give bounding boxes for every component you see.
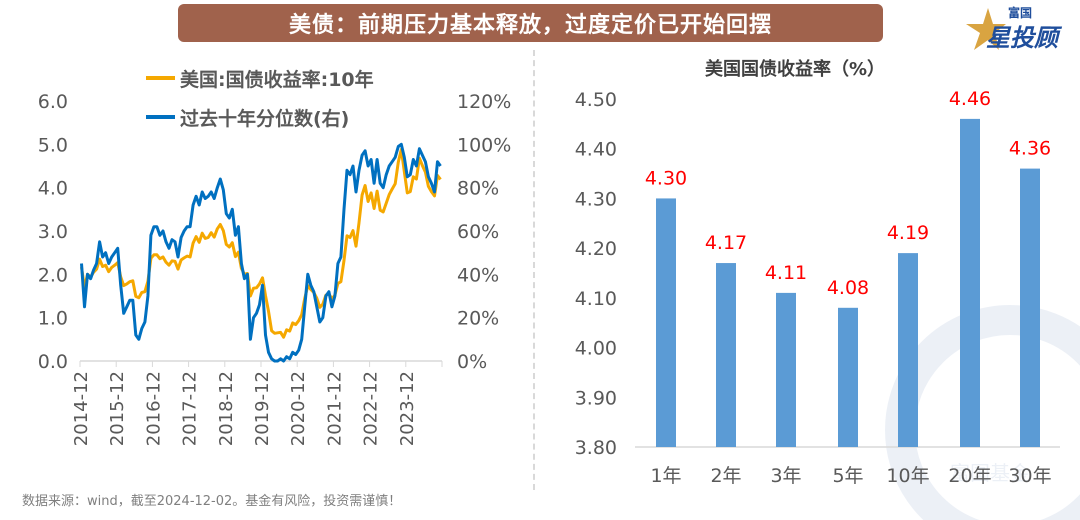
left-axis-tick: 2.0	[38, 264, 68, 286]
bar	[838, 307, 858, 447]
left-axis-tick: 1.0	[38, 308, 68, 330]
logo-bottom-text: 星投顾	[986, 24, 1058, 52]
right-axis-tick: 40%	[457, 264, 499, 286]
logo-top-text: 富国	[1008, 6, 1033, 20]
right-axis-tick: 80%	[457, 178, 499, 200]
x-axis-tick-label: 2019-12	[252, 371, 273, 446]
yield-series-line	[80, 148, 442, 339]
right-axis-tick: 20%	[457, 308, 499, 330]
panel-divider	[533, 50, 535, 490]
x-axis-tick-label: 2017-12	[180, 371, 201, 446]
y-axis-tick: 3.90	[575, 387, 617, 409]
bar-value-label: 4.19	[887, 222, 929, 244]
left-axis-tick: 0.0	[38, 351, 68, 373]
x-axis-category-label: 5年	[832, 465, 863, 487]
left-axis-tick: 6.0	[38, 91, 68, 113]
bar	[898, 253, 918, 447]
right-axis-tick: 120%	[457, 91, 511, 113]
y-axis-tick: 4.30	[575, 188, 617, 210]
x-axis-category-label: 2年	[710, 465, 741, 487]
y-axis-tick: 4.00	[575, 338, 617, 360]
x-axis-tick-label: 2016-12	[143, 371, 164, 446]
x-axis-tick-label: 2021-12	[324, 371, 345, 446]
bar	[960, 118, 980, 447]
left-axis-tick: 3.0	[38, 221, 68, 243]
treasury-yield-bar-chart: 美国国债收益率（%） 3.80 3.90 4.00 4.10 4.20 4.30 4.40 4…	[575, 58, 1060, 487]
x-axis-category-label: 3年	[770, 465, 801, 487]
y-axis-tick: 4.40	[575, 139, 617, 161]
banner-title: 美债：前期压力基本释放，过度定价已开始回摆	[178, 4, 883, 42]
left-axis-tick: 4.0	[38, 178, 68, 200]
x-axis-tick-label: 2015-12	[107, 371, 128, 446]
x-axis-category-label: 1年	[650, 465, 681, 487]
x-axis-category-label: 20年	[948, 465, 991, 487]
right-axis-tick: 60%	[457, 221, 499, 243]
x-axis-tick-label: 2018-12	[216, 371, 237, 446]
bar-value-label: 4.11	[765, 262, 807, 284]
bar-value-label: 4.36	[1009, 138, 1051, 160]
legend-yield-label: 美国:国债收益率:10年	[180, 68, 374, 91]
star-icon	[966, 8, 1006, 50]
left-axis-tick: 5.0	[38, 134, 68, 156]
bar-value-label: 4.08	[827, 277, 869, 299]
bar-value-label: 4.30	[645, 167, 687, 189]
x-axis-tick-label: 2022-12	[361, 371, 382, 446]
bar-chart-title: 美国国债收益率（%）	[705, 58, 885, 80]
legend-percentile-label: 过去十年分位数(右)	[180, 107, 349, 130]
y-axis-tick: 4.10	[575, 288, 617, 310]
watermark-text: 富国基金	[950, 461, 1030, 485]
bar-value-label: 4.46	[949, 88, 991, 110]
bar	[656, 198, 676, 447]
x-axis-category-label: 30年	[1008, 465, 1051, 487]
y-axis-tick: 3.80	[575, 437, 617, 459]
x-axis-tick-label: 2020-12	[288, 371, 309, 446]
x-axis-category-label: 10年	[886, 465, 929, 487]
bar	[1020, 168, 1040, 447]
x-axis-tick-label: 2014-12	[71, 371, 92, 446]
y-axis-tick: 4.50	[575, 89, 617, 111]
percentile-series-line	[80, 142, 442, 363]
right-axis-tick: 0%	[457, 351, 487, 373]
brand-logo: 富国 星投顾	[962, 4, 1062, 54]
bar	[776, 292, 796, 447]
bar-value-label: 4.17	[705, 232, 747, 254]
yield-percentile-line-chart: 0.0 1.0 2.0 3.0 4.0 5.0 6.0 0% 20% 40% 60% 80% 100% 1…	[38, 68, 512, 446]
bar	[716, 263, 736, 447]
y-axis-tick: 4.20	[575, 238, 617, 260]
right-axis-tick: 100%	[457, 134, 511, 156]
footer-note: 数据来源：wind，截至2024-12-02。基金有风险，投资需谨慎！	[22, 494, 402, 509]
x-axis-tick-label: 2023-12	[397, 371, 418, 446]
